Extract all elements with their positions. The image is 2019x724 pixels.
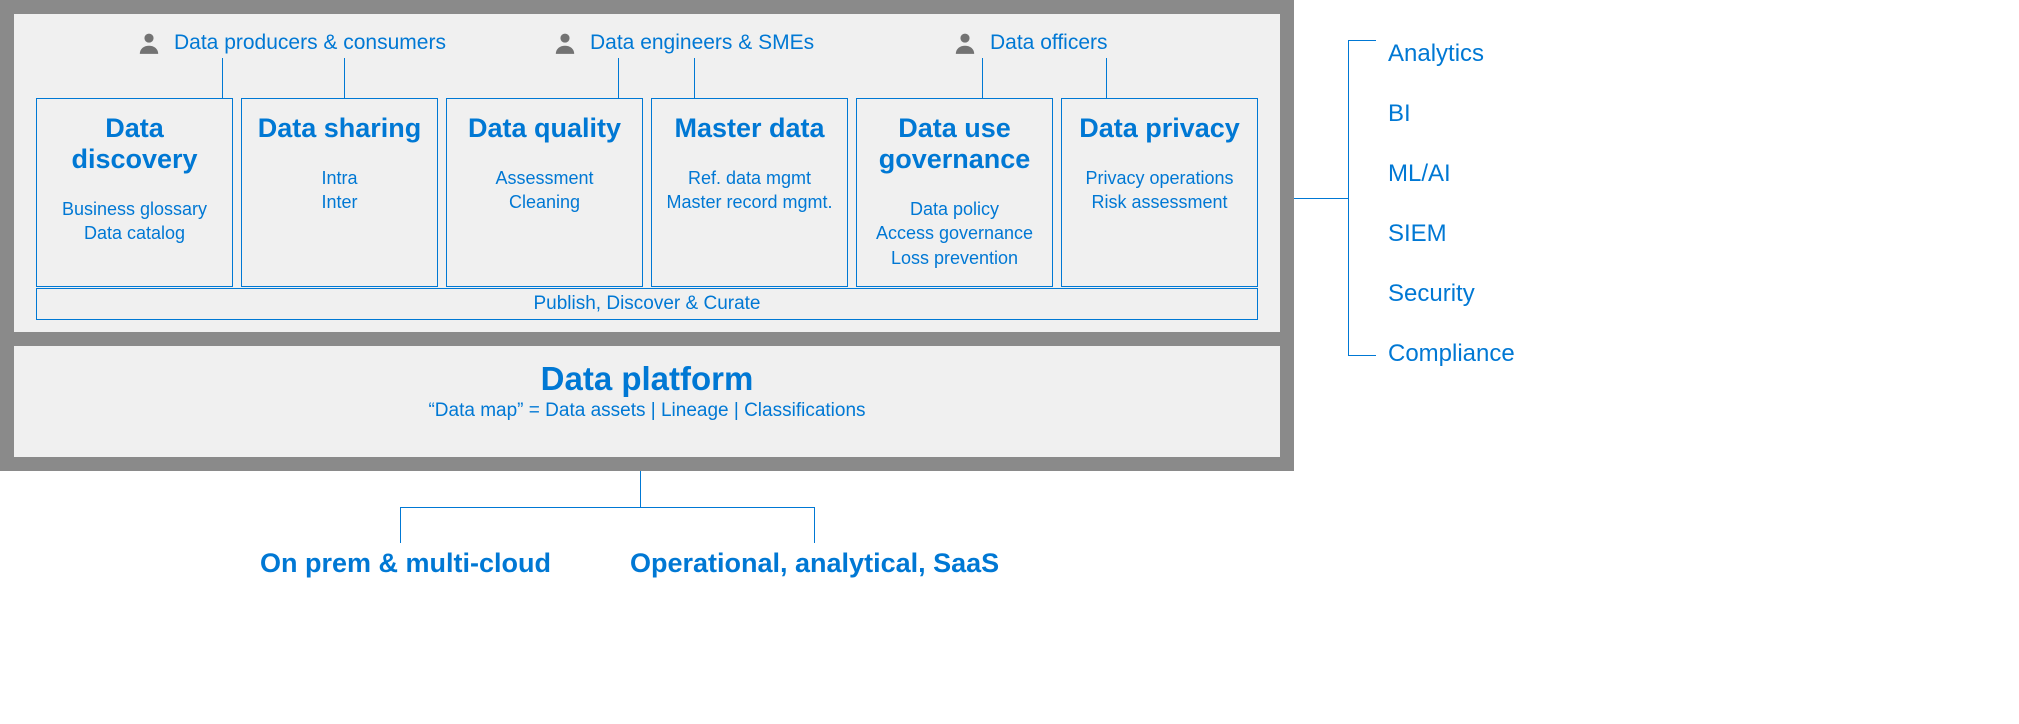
capability-sub-item: Intra bbox=[250, 166, 429, 190]
diagram-frame: Data producers & consumers Data engineers… bbox=[0, 0, 1294, 471]
persona-connector-0 bbox=[222, 58, 223, 98]
capability-box-5: Data privacy Privacy operationsRisk asses… bbox=[1061, 98, 1258, 287]
persona-label: Data producers & consumers bbox=[174, 31, 446, 55]
capability-box-1: Data sharing IntraInter bbox=[241, 98, 438, 287]
capability-sub-item: Inter bbox=[250, 190, 429, 214]
persona-label: Data officers bbox=[990, 31, 1108, 55]
persona-connector-3 bbox=[694, 58, 695, 98]
capability-sub-item: Master record mgmt. bbox=[660, 190, 839, 214]
capability-title: Data quality bbox=[455, 113, 634, 144]
persona-connector-4 bbox=[982, 58, 983, 98]
capability-title: Data sharing bbox=[250, 113, 429, 144]
capability-sublist: Privacy operationsRisk assessment bbox=[1070, 166, 1249, 215]
bottom-label-onprem: On prem & multi-cloud bbox=[260, 548, 551, 579]
bottom-label-operational: Operational, analytical, SaaS bbox=[630, 548, 999, 579]
right-list-item-1: BI bbox=[1388, 100, 1515, 128]
right-list-item-2: ML/AI bbox=[1388, 160, 1515, 188]
persona-0: Data producers & consumers bbox=[136, 30, 446, 56]
bottom-conn-drop-right bbox=[814, 507, 815, 543]
personas-row: Data producers & consumers Data engineers… bbox=[36, 30, 1258, 74]
persona-1: Data engineers & SMEs bbox=[552, 30, 814, 56]
data-platform-panel: Data platform “Data map” = Data assets |… bbox=[14, 346, 1280, 457]
bottom-conn-drop-left bbox=[400, 507, 401, 543]
persona-2: Data officers bbox=[952, 30, 1108, 56]
bottom-conn-stem bbox=[640, 471, 641, 507]
capability-sub-item: Access governance bbox=[865, 221, 1044, 245]
persona-connector-2 bbox=[618, 58, 619, 98]
capability-box-0: Data discovery Business glossaryData cata… bbox=[36, 98, 233, 287]
right-list-item-4: Security bbox=[1388, 280, 1515, 308]
person-icon bbox=[552, 30, 578, 56]
capability-sublist: Business glossaryData catalog bbox=[45, 197, 224, 246]
capability-title: Master data bbox=[660, 113, 839, 144]
capability-sublist: Data policyAccess governanceLoss prevent… bbox=[865, 197, 1044, 270]
capability-title: Data privacy bbox=[1070, 113, 1249, 144]
right-list-item-3: SIEM bbox=[1388, 220, 1515, 248]
capability-box-4: Data use governance Data policyAccess gov… bbox=[856, 98, 1053, 287]
capability-title: Data use governance bbox=[865, 113, 1044, 175]
capability-sublist: Ref. data mgmtMaster record mgmt. bbox=[660, 166, 839, 215]
bottom-conn-hline bbox=[400, 507, 814, 508]
data-platform-title: Data platform bbox=[14, 360, 1280, 398]
capability-sublist: AssessmentCleaning bbox=[455, 166, 634, 215]
capability-sub-item: Loss prevention bbox=[865, 246, 1044, 270]
capability-sub-item: Assessment bbox=[455, 166, 634, 190]
capability-sub-item: Privacy operations bbox=[1070, 166, 1249, 190]
capability-sub-item: Data policy bbox=[865, 197, 1044, 221]
capability-box-3: Master data Ref. data mgmtMaster record m… bbox=[651, 98, 848, 287]
capability-sublist: IntraInter bbox=[250, 166, 429, 215]
right-bracket bbox=[1348, 40, 1376, 356]
person-icon bbox=[952, 30, 978, 56]
persona-connector-1 bbox=[344, 58, 345, 98]
data-platform-subtitle: “Data map” = Data assets | Lineage | Cla… bbox=[14, 400, 1280, 422]
capability-sub-item: Risk assessment bbox=[1070, 190, 1249, 214]
right-consumers-list: Analytics BI ML/AI SIEM Security Compliance bbox=[1388, 40, 1515, 368]
capability-boxes: Data discovery Business glossaryData cata… bbox=[36, 98, 1258, 287]
capability-sub-item: Data catalog bbox=[45, 221, 224, 245]
capability-sub-item: Ref. data mgmt bbox=[660, 166, 839, 190]
capabilities-panel: Data producers & consumers Data engineers… bbox=[14, 14, 1280, 332]
persona-label: Data engineers & SMEs bbox=[590, 31, 814, 55]
capability-title: Data discovery bbox=[45, 113, 224, 175]
right-list-item-5: Compliance bbox=[1388, 340, 1515, 368]
publish-discover-curate-bar: Publish, Discover & Curate bbox=[36, 288, 1258, 320]
right-list-item-0: Analytics bbox=[1388, 40, 1515, 68]
capability-sub-item: Business glossary bbox=[45, 197, 224, 221]
capability-box-2: Data quality AssessmentCleaning bbox=[446, 98, 643, 287]
persona-connector-5 bbox=[1106, 58, 1107, 98]
right-bracket-stem bbox=[1294, 198, 1348, 199]
capability-sub-item: Cleaning bbox=[455, 190, 634, 214]
person-icon bbox=[136, 30, 162, 56]
